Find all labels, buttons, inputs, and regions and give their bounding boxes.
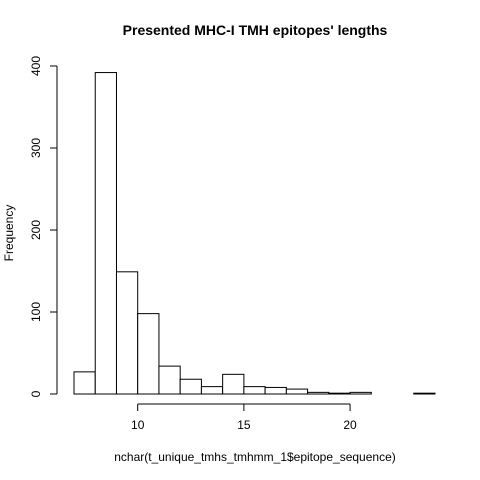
histogram-bar	[159, 366, 180, 394]
histogram-bar	[265, 387, 286, 394]
histogram-bar	[116, 272, 137, 394]
x-axis: 10 15 20	[131, 404, 357, 432]
y-axis-label: Frequency	[2, 205, 16, 262]
histogram-bar	[95, 73, 116, 394]
y-tick-label: 300	[29, 138, 43, 158]
x-axis-label: nchar(t_unique_tmhs_tmhmm_1$epitope_sequ…	[114, 450, 396, 464]
histogram-bar	[180, 379, 201, 394]
x-tick-label: 15	[237, 418, 251, 432]
histogram-bar	[223, 374, 244, 394]
histogram-bar	[286, 389, 307, 394]
histogram-bar	[244, 387, 265, 394]
histogram-bar	[350, 392, 371, 394]
histogram-bar	[308, 392, 329, 394]
y-tick-label: 100	[29, 302, 43, 322]
x-tick-label: 10	[131, 418, 145, 432]
histogram-bar	[138, 314, 159, 394]
x-tick-label: 20	[343, 418, 357, 432]
y-axis: 0 100 200 300 400	[29, 56, 57, 398]
histogram-bar	[201, 387, 222, 394]
histogram-bar	[414, 393, 435, 394]
histogram-bar	[329, 393, 350, 394]
y-tick-label: 200	[29, 220, 43, 240]
y-tick-label: 0	[29, 390, 43, 397]
chart-title: Presented MHC-I TMH epitopes' lengths	[123, 22, 388, 38]
histogram-bars	[74, 73, 435, 394]
histogram-bar	[74, 372, 95, 394]
y-tick-label: 400	[29, 56, 43, 76]
